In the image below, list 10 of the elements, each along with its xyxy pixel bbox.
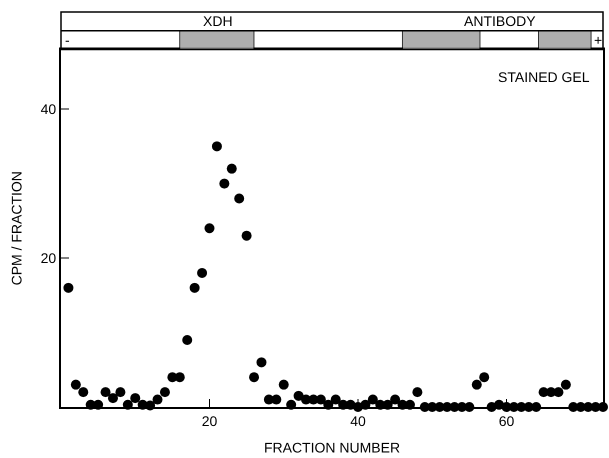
text: XDH bbox=[203, 13, 233, 29]
text: + bbox=[594, 32, 602, 48]
x-tick-label: 60 bbox=[498, 412, 514, 429]
text: - bbox=[65, 32, 70, 48]
text: ANTIBODY bbox=[464, 13, 536, 29]
y-axis-title: CPM / FRACTION bbox=[8, 171, 25, 286]
x-tick-label: 40 bbox=[350, 412, 366, 429]
x-tick-label: 20 bbox=[202, 412, 218, 429]
annotation: STAINED GEL bbox=[498, 69, 590, 85]
x-axis-title: FRACTION NUMBER bbox=[264, 440, 400, 456]
